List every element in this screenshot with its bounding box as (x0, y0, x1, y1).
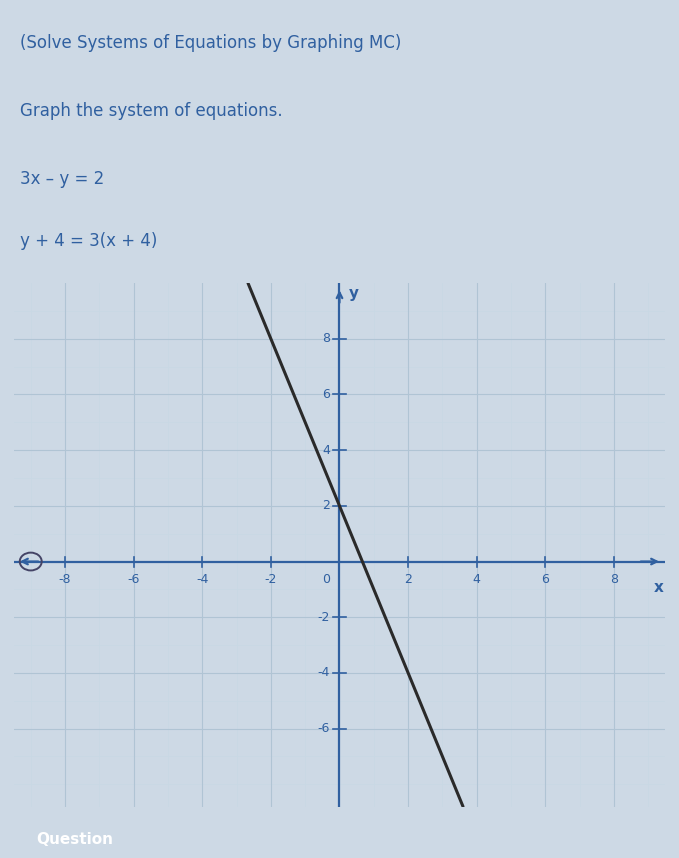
Text: 6: 6 (541, 573, 549, 586)
Text: 4: 4 (322, 444, 330, 456)
Text: 2: 2 (322, 499, 330, 512)
Text: -6: -6 (318, 722, 330, 735)
Text: 8: 8 (322, 332, 330, 345)
Text: y: y (349, 286, 359, 301)
Text: Question: Question (36, 832, 113, 848)
Text: -2: -2 (265, 573, 277, 586)
Text: -4: -4 (318, 667, 330, 680)
Text: 6: 6 (322, 388, 330, 401)
Text: 2: 2 (404, 573, 412, 586)
Text: y + 4 = 3(x + 4): y + 4 = 3(x + 4) (20, 233, 158, 251)
Text: -8: -8 (59, 573, 71, 586)
Text: -4: -4 (196, 573, 208, 586)
Text: x: x (654, 580, 663, 595)
Text: 8: 8 (610, 573, 618, 586)
Text: 3x – y = 2: 3x – y = 2 (20, 170, 105, 188)
Text: (Solve Systems of Equations by Graphing MC): (Solve Systems of Equations by Graphing … (20, 34, 402, 52)
Text: 0: 0 (322, 573, 330, 586)
Text: Graph the system of equations.: Graph the system of equations. (20, 102, 283, 120)
Text: -6: -6 (128, 573, 140, 586)
Text: -2: -2 (318, 611, 330, 624)
Text: 4: 4 (473, 573, 481, 586)
